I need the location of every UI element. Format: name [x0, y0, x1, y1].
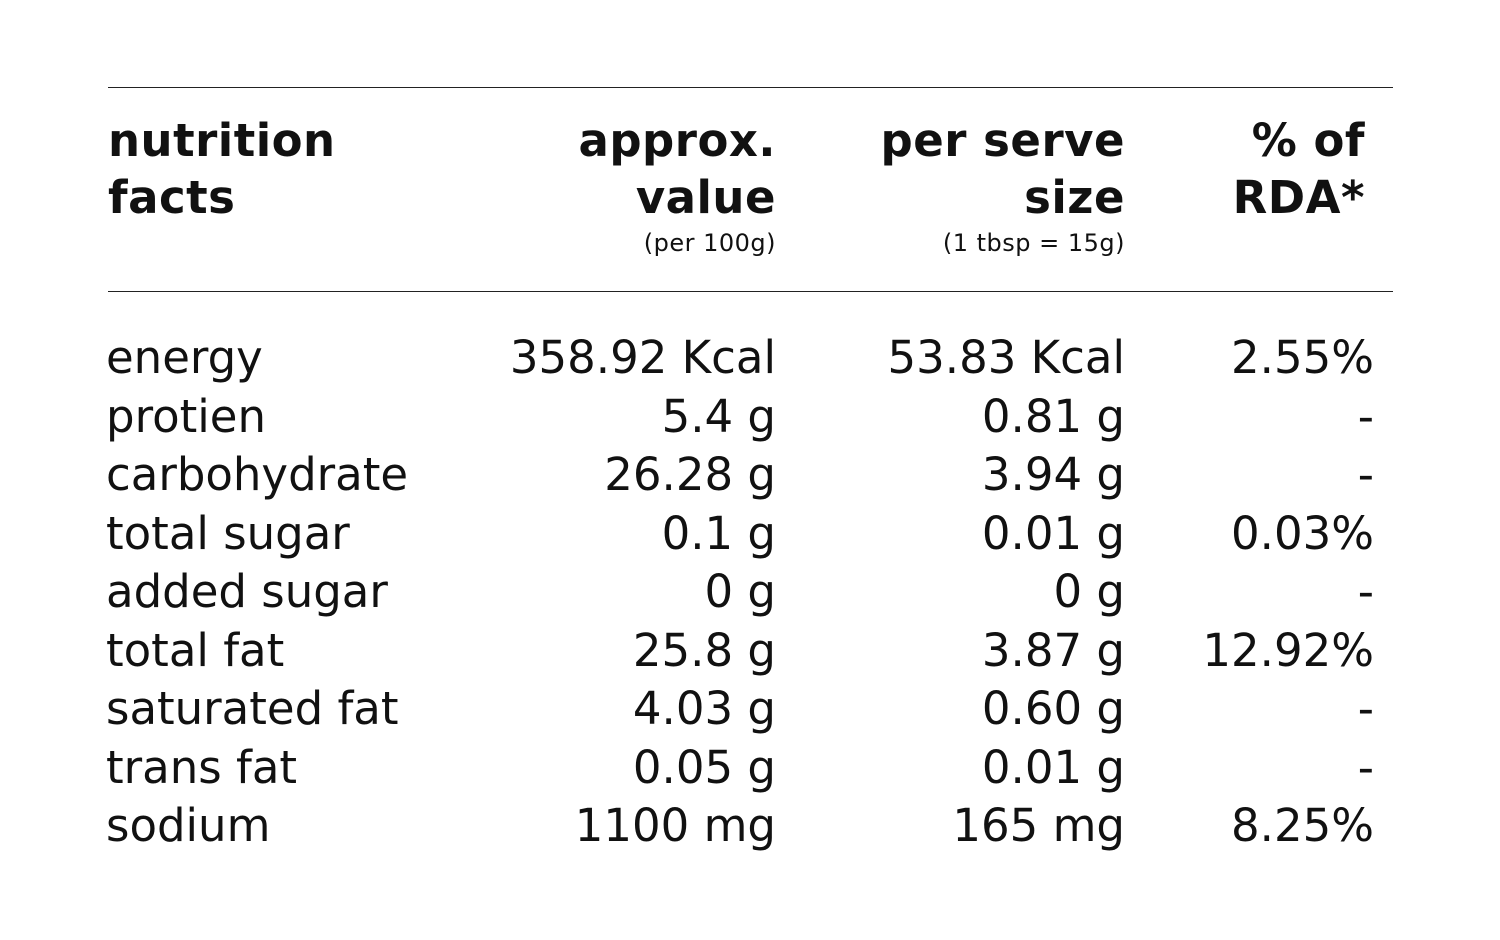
- header-col1-line1: nutrition: [108, 114, 336, 167]
- table-row: carbohydrate 26.28 g 3.94 g -: [0, 446, 1500, 505]
- header-per-serve-size: per serve size (1 tbsp = 15g): [881, 112, 1125, 258]
- value-per-serve: 3.87 g: [981, 623, 1125, 677]
- value-rda: -: [1357, 682, 1374, 735]
- value-rda: -: [1357, 448, 1374, 501]
- value-per-100g: 1100 mg: [574, 799, 776, 852]
- value-per-100g: 0.05 g: [632, 740, 776, 794]
- nutrient-name: trans fat: [106, 740, 298, 794]
- value-rda: -: [1357, 740, 1374, 794]
- value-per-100g: 0 g: [704, 565, 777, 618]
- table-row: total sugar 0.1 g 0.01 g 0.03%: [0, 505, 1500, 564]
- value-per-100g: 358.92 Kcal: [509, 331, 776, 384]
- header-col2-line1: approx.: [578, 114, 776, 167]
- value-per-100g: 5.4 g: [661, 389, 776, 443]
- header-nutrition-facts: nutrition facts: [108, 112, 336, 226]
- nutrient-name: saturated fat: [106, 682, 399, 735]
- nutrition-table-body: energy 358.92 Kcal 53.83 Kcal 2.55% prot…: [0, 329, 1500, 856]
- header-col2-subtitle: (per 100g): [643, 229, 776, 257]
- value-rda: -: [1357, 389, 1374, 443]
- header-col2-line2: value: [635, 171, 776, 224]
- value-per-serve: 53.83 Kcal: [887, 331, 1125, 384]
- value-rda: 0.03%: [1231, 506, 1374, 560]
- table-row: protien 5.4 g 0.81 g -: [0, 388, 1500, 447]
- value-rda: 8.25%: [1231, 799, 1374, 852]
- header-col4-line1: % of: [1251, 114, 1365, 167]
- value-per-serve: 0 g: [1053, 565, 1126, 618]
- header-col1-line2: facts: [108, 171, 236, 224]
- value-per-serve: 0.81 g: [981, 389, 1125, 443]
- value-rda: 12.92%: [1202, 623, 1374, 677]
- nutrient-name: carbohydrate: [106, 448, 409, 501]
- value-rda: -: [1357, 565, 1374, 618]
- header-divider: [108, 291, 1393, 292]
- table-row: total fat 25.8 g 3.87 g 12.92%: [0, 622, 1500, 681]
- table-row: added sugar 0 g 0 g -: [0, 563, 1500, 622]
- value-rda: 2.55%: [1231, 331, 1374, 384]
- value-per-100g: 4.03 g: [632, 682, 776, 735]
- value-per-serve: 3.94 g: [981, 448, 1125, 501]
- table-row: trans fat 0.05 g 0.01 g -: [0, 739, 1500, 798]
- value-per-100g: 25.8 g: [632, 623, 776, 677]
- header-col4-line2: RDA*: [1232, 171, 1365, 224]
- header-approx-value: approx. value (per 100g): [578, 112, 776, 258]
- table-row: saturated fat 4.03 g 0.60 g -: [0, 680, 1500, 739]
- header-col3-line2: size: [1024, 171, 1125, 224]
- nutrient-name: total sugar: [106, 506, 350, 560]
- value-per-100g: 26.28 g: [604, 448, 776, 501]
- nutrient-name: energy: [106, 331, 263, 384]
- table-row: energy 358.92 Kcal 53.83 Kcal 2.55%: [0, 329, 1500, 388]
- header-percent-rda: % of RDA*: [1233, 112, 1365, 226]
- header-col3-line1: per serve: [880, 114, 1125, 167]
- nutrient-name: sodium: [106, 799, 271, 852]
- table-row: sodium 1100 mg 165 mg 8.25%: [0, 797, 1500, 856]
- nutrient-name: total fat: [106, 623, 285, 677]
- value-per-serve: 0.60 g: [981, 682, 1125, 735]
- nutrient-name: protien: [106, 389, 266, 443]
- value-per-serve: 0.01 g: [981, 506, 1125, 560]
- value-per-100g: 0.1 g: [661, 506, 776, 560]
- header-col3-subtitle: (1 tbsp = 15g): [942, 229, 1125, 257]
- value-per-serve: 165 mg: [952, 799, 1125, 852]
- nutrient-name: added sugar: [106, 565, 388, 618]
- value-per-serve: 0.01 g: [981, 740, 1125, 794]
- top-divider: [108, 87, 1393, 88]
